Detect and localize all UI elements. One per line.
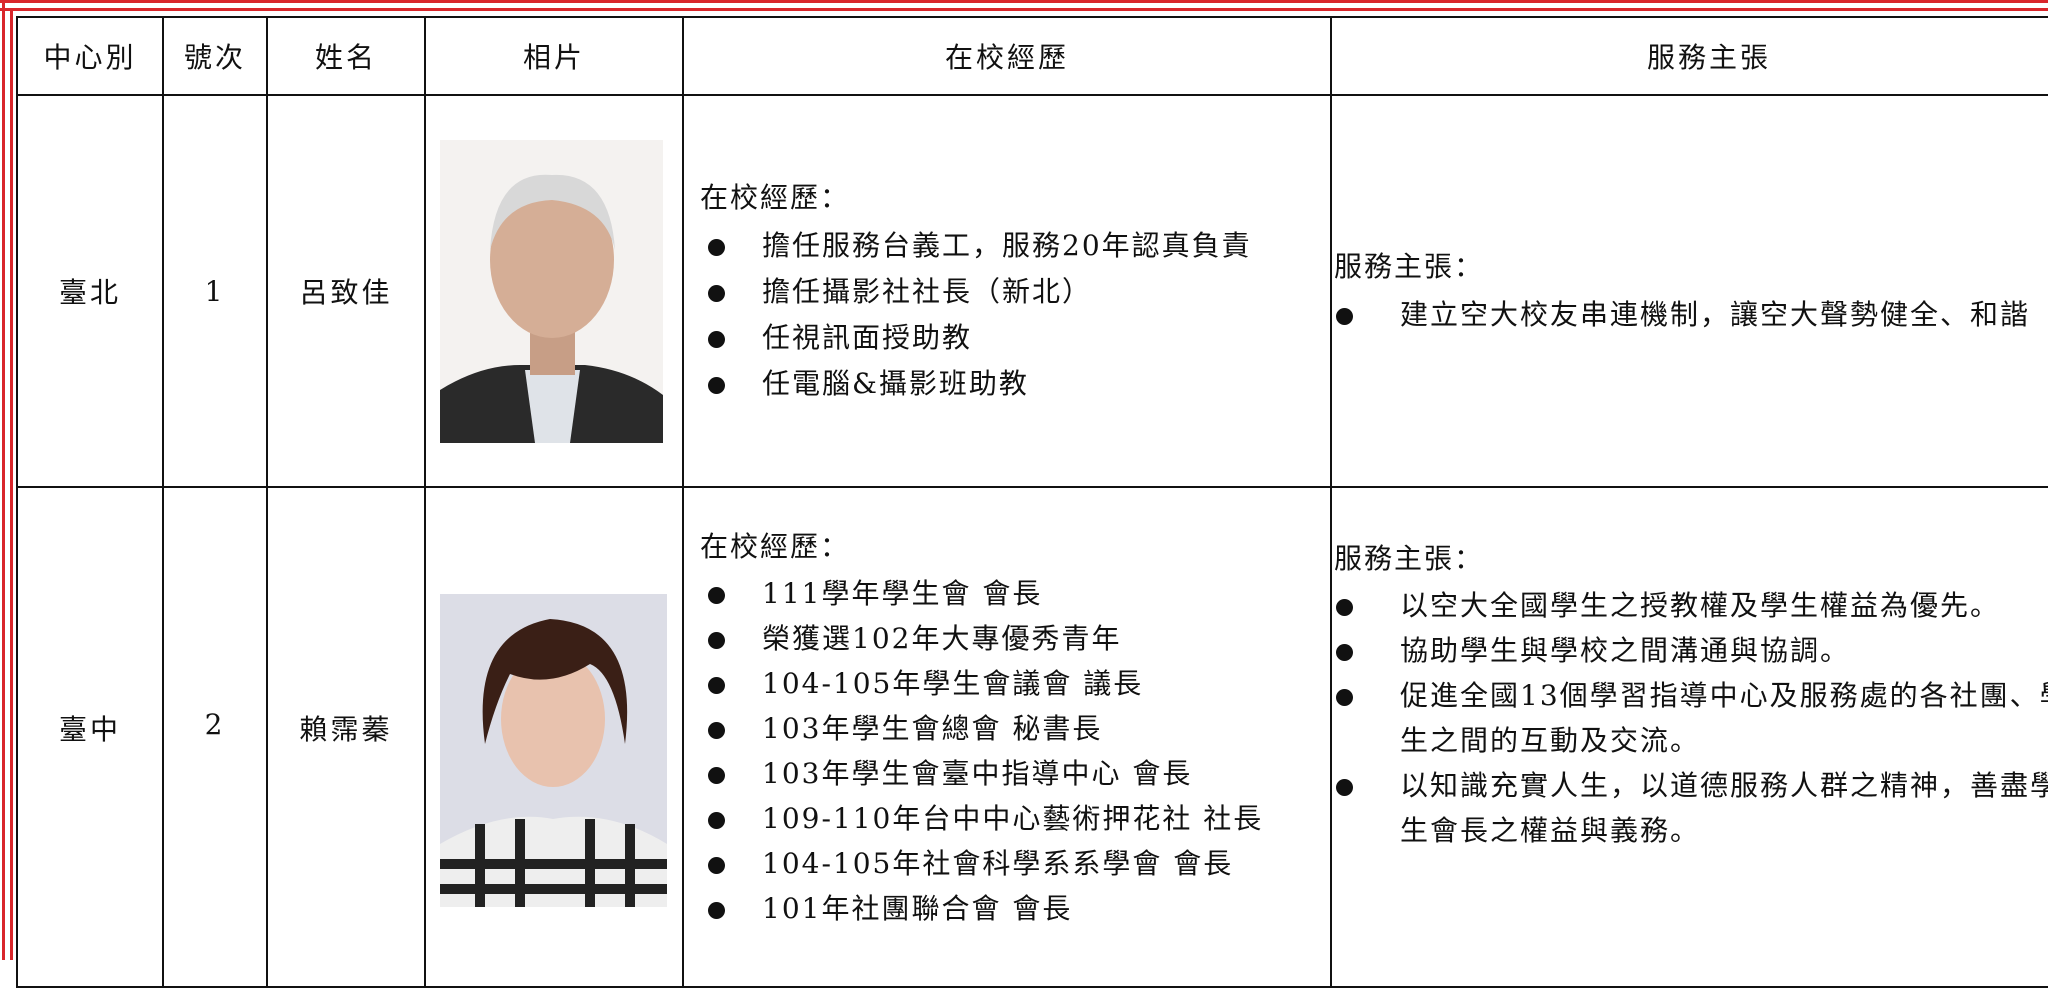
experience-item: 109-110年台中中心藝術押花社 社長 <box>762 802 1264 835</box>
proposal-item: 促進全國13個學習指導中心及服務處的各社團、學生之間的互動及交流。 <box>1400 679 2048 757</box>
bullet <box>708 331 725 348</box>
header: 號次 <box>162 16 268 96</box>
bullet <box>1336 779 1353 796</box>
bullet <box>708 239 725 256</box>
bullet <box>708 722 725 739</box>
bullet <box>1336 689 1353 706</box>
list-item: 擔任攝影社社長（新北） <box>700 269 1330 315</box>
bullet <box>708 587 725 604</box>
header: 中心別 <box>16 16 164 96</box>
border-line <box>2 0 5 960</box>
experience-item: 任電腦&攝影班助教 <box>762 367 1029 400</box>
center: 臺中 <box>16 486 164 988</box>
list-item: 以空大全國學生之授教權及學生權益為優先。 <box>1334 583 2048 628</box>
list-item: 任電腦&攝影班助教 <box>700 361 1330 407</box>
proposal-title: 服務主張： <box>1334 250 1485 283</box>
list-item: 104-105年學生會議會 議長 <box>700 661 1330 706</box>
row: 臺中 2 賴霈蓁 在校經歷： 111學年學生會 會長榮獲選102年大專優秀青年 1… <box>16 486 2048 988</box>
row: 臺北 1 呂致佳 在校經歷： 擔任服務台義工，服務20年認真負責 擔任攝影社社長（… <box>16 94 2048 488</box>
proposal: 服務主張： 建立空大校友串連機制，讓空大聲勢健全、和諧 <box>1330 94 2048 488</box>
header: 在校經歷 <box>682 16 1332 96</box>
bullet <box>708 632 725 649</box>
candidate-table: 中心別 號次 姓名 相片 在校經歷 服務主張 臺北 1 呂致佳 在校經歷： 擔任… <box>16 16 2048 988</box>
experience-item: 103年學生會總會 秘書長 <box>762 712 1103 745</box>
bullet <box>708 677 725 694</box>
bullet <box>708 767 725 784</box>
number: 2 <box>162 486 268 988</box>
list-item: 104-105年社會科學系系學會 會長 <box>700 841 1330 886</box>
photo <box>440 139 663 443</box>
list-item: 103年學生會總會 秘書長 <box>700 706 1330 751</box>
proposal-item: 建立空大校友串連機制，讓空大聲勢健全、和諧 <box>1400 298 2031 331</box>
name: 賴霈蓁 <box>266 486 426 988</box>
list-item: 協助學生與學校之間溝通與協調。 <box>1334 628 2048 673</box>
experience-item: 榮獲選102年大專優秀青年 <box>762 622 1122 655</box>
experience-item: 擔任攝影社社長（新北） <box>762 275 1093 308</box>
experience: 在校經歷： 擔任服務台義工，服務20年認真負責 擔任攝影社社長（新北） 任視訊面授助… <box>682 94 1332 488</box>
experience-item: 104-105年學生會議會 議長 <box>762 667 1144 700</box>
experience-item: 111學年學生會 會長 <box>762 577 1043 610</box>
list-item: 促進全國13個學習指導中心及服務處的各社團、學生之間的互動及交流。 <box>1334 673 2048 763</box>
bullet <box>708 377 725 394</box>
list-item: 任視訊面授助教 <box>700 315 1330 361</box>
list-item: 109-110年台中中心藝術押花社 社長 <box>700 796 1330 841</box>
proposal-item: 以空大全國學生之授教權及學生權益為優先。 <box>1400 589 2001 622</box>
bullet <box>708 902 725 919</box>
header: 相片 <box>424 16 684 96</box>
bullet <box>1336 644 1353 661</box>
list-item: 擔任服務台義工，服務20年認真負責 <box>700 223 1330 269</box>
experience-item: 擔任服務台義工，服務20年認真負責 <box>762 229 1252 262</box>
photo-cell <box>424 486 684 988</box>
bullet <box>708 857 725 874</box>
bullet <box>1336 308 1353 325</box>
header: 姓名 <box>266 16 426 96</box>
proposal: 服務主張： 以空大全國學生之授教權及學生權益為優先。 協助學生與學校之間溝通與協調… <box>1330 486 2048 988</box>
proposal-item: 以知識充實人生，以道德服務人群之精神，善盡學生會長之權益與義務。 <box>1400 769 2048 847</box>
border-line <box>0 8 2048 11</box>
experience-item: 任視訊面授助教 <box>762 321 973 354</box>
name: 呂致佳 <box>266 94 426 488</box>
experience-item: 104-105年社會科學系系學會 會長 <box>762 847 1234 880</box>
list-item: 榮獲選102年大專優秀青年 <box>700 616 1330 661</box>
proposal-title: 服務主張： <box>1334 542 1485 575</box>
center: 臺北 <box>16 94 164 488</box>
bullet <box>708 812 725 829</box>
list-item: 101年社團聯合會 會長 <box>700 886 1330 931</box>
number: 1 <box>162 94 268 488</box>
bullet <box>1336 599 1353 616</box>
experience-title: 在校經歷： <box>700 181 851 214</box>
bullet <box>708 285 725 302</box>
proposal-item: 協助學生與學校之間溝通與協調。 <box>1400 634 1851 667</box>
header-row: 中心別 號次 姓名 相片 在校經歷 服務主張 <box>16 16 2048 96</box>
experience-item: 101年社團聯合會 會長 <box>762 892 1073 925</box>
photo-cell <box>424 94 684 488</box>
header: 服務主張 <box>1330 16 2048 96</box>
experience-item: 103年學生會臺中指導中心 會長 <box>762 757 1193 790</box>
experience: 在校經歷： 111學年學生會 會長榮獲選102年大專優秀青年 104-105年學生… <box>682 486 1332 988</box>
border-line <box>10 8 13 960</box>
photo <box>440 594 667 907</box>
list-item: 建立空大校友串連機制，讓空大聲勢健全、和諧 <box>1334 292 2048 338</box>
list-item: 103年學生會臺中指導中心 會長 <box>700 751 1330 796</box>
list-item: 111學年學生會 會長 <box>700 571 1330 616</box>
experience-title: 在校經歷： <box>700 530 851 563</box>
list-item: 以知識充實人生，以道德服務人群之精神，善盡學生會長之權益與義務。 <box>1334 763 2048 853</box>
border-line <box>0 0 2048 3</box>
